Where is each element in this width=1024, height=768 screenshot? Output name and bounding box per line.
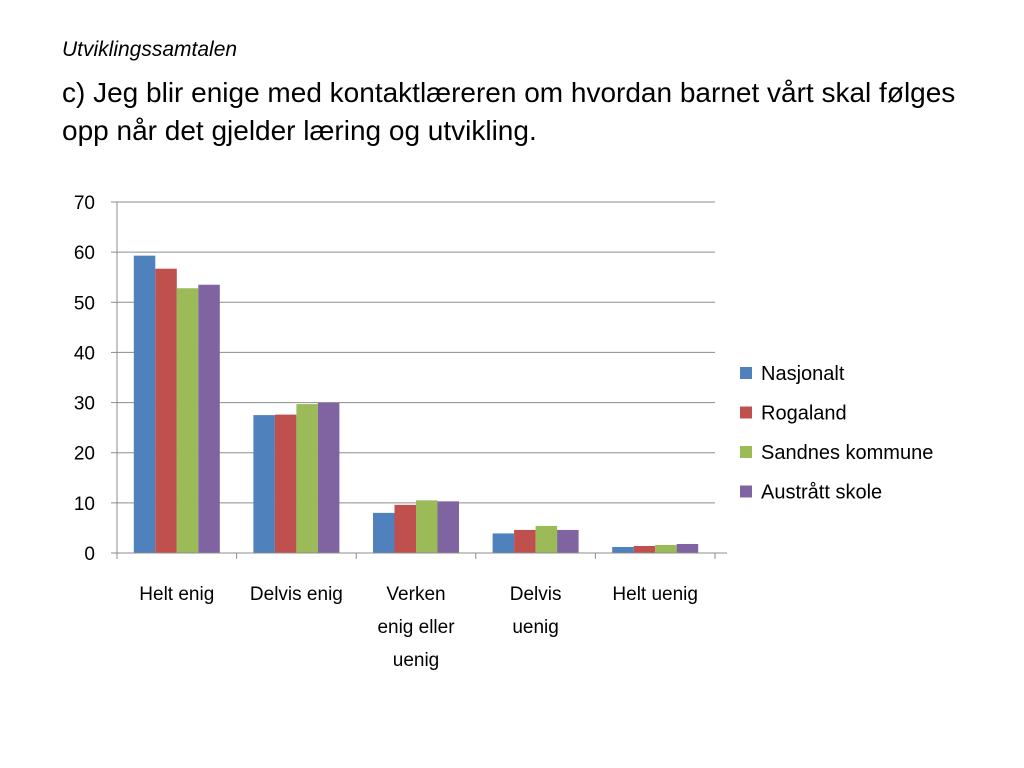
chart-legend: Nasjonalt Rogaland Sandnes kommune Austrått… (740, 363, 933, 504)
legend-swatch (740, 485, 752, 498)
legend-label: Sandnes kommune (761, 442, 933, 464)
bar (394, 504, 416, 553)
bar (557, 529, 579, 553)
y-tick-label: 50 (74, 293, 95, 314)
x-axis-categories: Helt enig Delvis enig Verken enig eller ueni… (139, 584, 698, 671)
x-category-label: Delvis enig (250, 584, 343, 605)
bar (633, 545, 656, 553)
legend-label: Nasjonalt (761, 363, 845, 385)
legend-swatch (740, 446, 752, 458)
bar (612, 546, 634, 553)
x-category-label: Helt enig (139, 584, 214, 605)
chart-axes (111, 201, 727, 559)
y-tick-label: 70 (74, 193, 95, 214)
y-axis-ticks: 0 10 20 30 40 50 60 70 (74, 193, 95, 565)
legend-swatch (740, 367, 752, 379)
bar (655, 544, 677, 553)
bar (416, 500, 438, 553)
bar (373, 512, 395, 553)
bar (274, 414, 297, 553)
x-category-label: uenig (512, 617, 559, 638)
bar (155, 268, 177, 553)
bar (296, 404, 318, 553)
legend-swatch (740, 406, 752, 419)
bar (535, 525, 558, 553)
y-tick-label: 10 (74, 494, 95, 515)
bar (253, 415, 275, 553)
x-category-label: Helt uenig (612, 584, 698, 605)
y-tick-label: 40 (74, 343, 95, 364)
bar (198, 284, 220, 553)
x-category-label: Delvis (510, 584, 562, 605)
x-category-label: Verken (386, 584, 445, 605)
bar (514, 529, 536, 553)
legend-label: Rogaland (761, 403, 847, 425)
bar (492, 533, 515, 553)
legend-label: Austrått skole (761, 482, 882, 504)
slide-title: c) Jeg blir enige med kontaktlæreren om … (62, 77, 956, 146)
bar (437, 501, 459, 553)
x-category-label: enig eller (377, 617, 455, 638)
bar (676, 543, 699, 553)
bar (133, 255, 156, 553)
y-tick-label: 0 (84, 544, 95, 565)
y-tick-label: 60 (74, 243, 95, 264)
slide-subtitle: Utviklingssamtalen (62, 38, 238, 61)
y-tick-label: 20 (74, 444, 95, 465)
bar (176, 288, 199, 553)
chart-bars (133, 255, 699, 553)
bar (317, 402, 340, 553)
x-category-label: uenig (393, 650, 440, 671)
y-tick-label: 30 (74, 394, 95, 415)
